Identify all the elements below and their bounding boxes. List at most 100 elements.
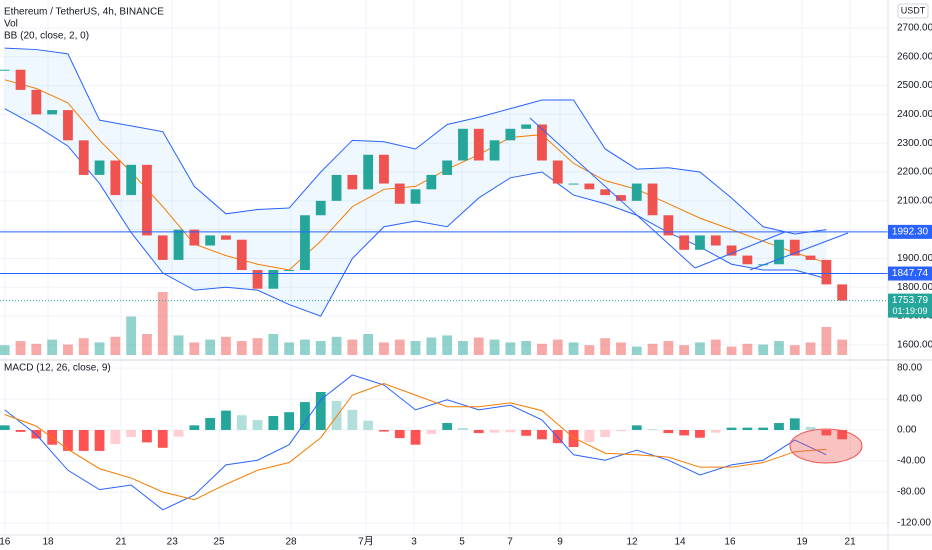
x-tick-label: 16: [724, 537, 736, 548]
volume-bar: [695, 342, 705, 355]
volume-bar: [647, 343, 658, 355]
volume-bar: [710, 339, 721, 355]
volume-label: Vol: [4, 19, 18, 30]
macd-histogram-bar: [426, 429, 437, 434]
volume-bar: [142, 334, 152, 355]
candle: [663, 215, 674, 236]
candle: [695, 235, 705, 250]
volume-bar: [774, 341, 784, 355]
volume-bar: [568, 342, 579, 355]
macd-histogram-bar: [805, 426, 816, 430]
volume-bar: [15, 341, 26, 355]
macd-histogram-bar: [679, 429, 690, 436]
bb-upper: [4, 47, 827, 235]
candle: [0, 69, 10, 71]
candle: [774, 239, 784, 265]
y-tick-label: 2200.00: [897, 167, 932, 178]
volume-bar: [363, 334, 374, 355]
volume-bar: [473, 337, 484, 355]
price-label-box: [888, 224, 932, 239]
y-tick-label: 2100.00: [897, 195, 932, 206]
macd-histogram-bar: [663, 429, 674, 434]
volume-bar: [742, 343, 753, 355]
candle: [742, 255, 753, 265]
volume-bar: [505, 342, 516, 355]
candle: [568, 183, 579, 185]
macd-histogram-bar: [78, 429, 89, 451]
candle: [363, 154, 374, 190]
price-label-box: [888, 266, 932, 281]
candle: [284, 269, 295, 271]
macd-histogram-bar: [505, 429, 516, 433]
macd-histogram-bar: [252, 419, 263, 430]
volume-bar: [521, 341, 532, 355]
macd-histogram-bar: [774, 423, 784, 430]
candle: [157, 235, 168, 260]
macd-histogram-bar: [458, 428, 468, 430]
volume-bar: [616, 342, 626, 355]
bb-lower: [4, 108, 827, 317]
volume-bar: [126, 316, 137, 355]
candle: [347, 174, 358, 190]
candle: [15, 69, 26, 90]
x-tick-label: 3: [411, 537, 417, 548]
candle: [221, 235, 231, 240]
candle: [505, 128, 516, 141]
macd-histogram-bar: [189, 425, 200, 430]
x-tick-label: 5: [459, 537, 465, 548]
volume-bar: [584, 345, 595, 355]
volume-bar: [47, 339, 58, 355]
macd-histogram-bar: [647, 429, 658, 430]
x-tick-label: 25: [213, 537, 225, 548]
volume-bar: [331, 336, 342, 355]
bb-label: BB (20, close, 2, 0): [4, 31, 89, 42]
y-tick-label: 1900.00: [897, 253, 932, 264]
x-tick-label: 12: [626, 537, 638, 548]
candle: [442, 160, 453, 175]
volume-bar: [63, 344, 73, 355]
macd-histogram-bar: [363, 420, 374, 430]
macd-histogram-bar: [631, 425, 642, 430]
candle: [78, 140, 89, 175]
x-tick-label: 28: [285, 537, 297, 548]
plot: 1618212325287月357912141619211600.001700.…: [0, 23, 932, 548]
volume-bar: [173, 335, 184, 355]
candle: [616, 195, 626, 201]
macd-histogram-bar: [268, 416, 279, 430]
volume-bar: [347, 339, 358, 355]
macd-label: MACD (12, 26, close, 9): [4, 363, 111, 374]
volume-bar: [284, 342, 295, 355]
macd-histogram-bar: [300, 402, 310, 430]
last-price-box: [888, 293, 932, 318]
candle: [521, 124, 532, 129]
candle: [189, 229, 200, 246]
volume-bar: [631, 346, 642, 355]
trendline: [529, 117, 696, 269]
candle: [126, 164, 137, 196]
volume-bar: [394, 339, 405, 355]
candle: [110, 160, 121, 196]
volume-bar: [789, 345, 800, 355]
volume-bar: [0, 345, 10, 355]
volume-bar: [442, 335, 453, 355]
macd-histogram-bar: [552, 429, 563, 444]
candle: [315, 200, 326, 216]
macd-histogram-bar: [410, 429, 421, 445]
candle: [537, 124, 547, 161]
candle: [173, 229, 184, 260]
currency: USDT: [901, 5, 926, 15]
macd-histogram-bar: [142, 429, 152, 443]
y-tick-label: 1800.00: [897, 282, 932, 293]
candle: [394, 183, 405, 204]
candle: [252, 269, 263, 289]
candle: [473, 128, 484, 161]
bb-fill: [4, 48, 827, 317]
candle: [552, 160, 563, 184]
x-tick-label: 9: [557, 537, 563, 548]
macd-tick-label: -80.00: [897, 487, 926, 498]
volume-bar: [726, 346, 737, 355]
candle: [236, 239, 247, 270]
price-label: 1992.30: [892, 227, 929, 238]
